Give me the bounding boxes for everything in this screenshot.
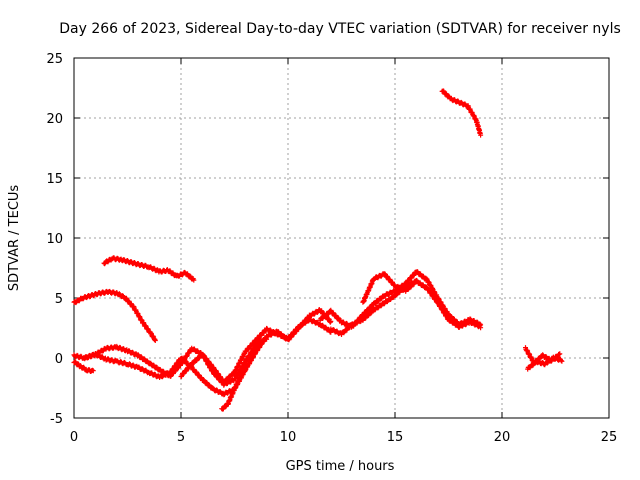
series-track-10	[360, 271, 419, 305]
data-markers	[219, 336, 263, 412]
data-markers	[439, 88, 484, 138]
chart-title: Day 266 of 2023, Sidereal Day-to-day VTE…	[59, 21, 621, 37]
y-tick-label: 5	[55, 292, 63, 307]
y-tick-label: -5	[50, 412, 63, 427]
y-tick-label: 20	[46, 112, 63, 127]
data-markers	[360, 271, 419, 305]
data-markers	[71, 359, 96, 374]
series-track-2	[71, 288, 158, 343]
series-track-3	[71, 359, 96, 374]
data-markers	[101, 255, 197, 283]
data-markers	[525, 354, 565, 372]
x-tick-label: 20	[494, 430, 511, 445]
series-track-11	[439, 88, 484, 138]
series-track-6	[178, 316, 334, 385]
y-tick-label: 0	[55, 352, 63, 367]
data-markers	[317, 269, 484, 330]
y-tick-label: 25	[46, 52, 63, 67]
series-track-1	[101, 255, 197, 283]
y-tick-label: 10	[46, 232, 63, 247]
series-track-9	[328, 278, 484, 337]
x-tick-label: 10	[280, 430, 297, 445]
data-points	[71, 88, 565, 412]
x-tick-label: 15	[387, 430, 404, 445]
data-markers	[328, 278, 484, 337]
x-tick-label: 0	[70, 430, 78, 445]
series-track-8	[317, 269, 484, 330]
data-markers	[71, 288, 158, 343]
axis-ticks: 0 5 10 15 20 25 -5 0 5 10 15 20 25	[46, 52, 617, 445]
series-track-13	[525, 354, 565, 372]
grid	[74, 58, 609, 418]
x-tick-label: 5	[177, 430, 185, 445]
y-tick-label: 15	[46, 172, 63, 187]
y-axis-label: SDTVAR / TECUs	[7, 185, 22, 292]
data-markers	[178, 316, 334, 385]
x-tick-label: 25	[601, 430, 618, 445]
series-track-7	[219, 336, 263, 412]
x-axis-label: GPS time / hours	[286, 459, 395, 474]
